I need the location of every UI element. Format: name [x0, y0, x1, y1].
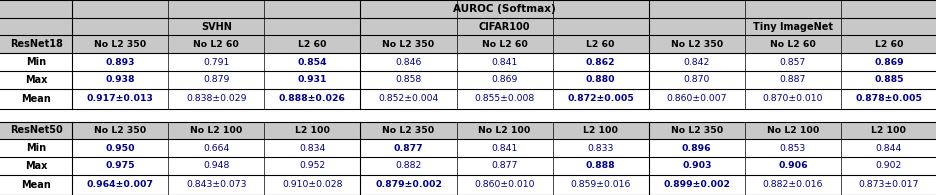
Text: Min: Min	[26, 57, 46, 67]
Text: Max: Max	[25, 75, 47, 85]
Text: 0.860±0.007: 0.860±0.007	[665, 94, 726, 103]
Text: 0.887: 0.887	[779, 75, 805, 84]
Bar	[0, 121, 936, 139]
Text: 0.879: 0.879	[203, 75, 229, 84]
Text: Mean: Mean	[22, 94, 51, 104]
Text: 0.893: 0.893	[106, 58, 135, 66]
Text: 0.917±0.013: 0.917±0.013	[87, 94, 154, 103]
Text: No L2 60: No L2 60	[481, 40, 527, 49]
Text: 0.841: 0.841	[490, 144, 518, 153]
Bar	[0, 0, 936, 18]
Text: 0.853: 0.853	[779, 144, 805, 153]
Text: No L2 350: No L2 350	[94, 126, 146, 135]
Text: 0.852±0.004: 0.852±0.004	[378, 94, 438, 103]
Text: 0.964±0.007: 0.964±0.007	[87, 180, 154, 189]
Text: No L2 100: No L2 100	[478, 126, 530, 135]
Bar	[0, 175, 936, 195]
Text: 0.873±0.017: 0.873±0.017	[857, 180, 918, 189]
Text: 0.906: 0.906	[777, 161, 807, 170]
Text: 0.844: 0.844	[875, 144, 901, 153]
Text: No L2 60: No L2 60	[193, 40, 239, 49]
Text: No L2 350: No L2 350	[382, 126, 434, 135]
Text: Max: Max	[25, 161, 47, 171]
Text: 0.882: 0.882	[395, 161, 421, 170]
Text: 0.791: 0.791	[203, 58, 229, 66]
Text: L2 100: L2 100	[582, 126, 618, 135]
Text: ResNet18: ResNet18	[9, 39, 63, 49]
Text: 0.664: 0.664	[203, 144, 229, 153]
Text: 0.833: 0.833	[587, 144, 613, 153]
Text: 0.862: 0.862	[585, 58, 615, 66]
Text: 0.870: 0.870	[683, 75, 709, 84]
Text: 0.870±0.010: 0.870±0.010	[762, 94, 822, 103]
Text: 0.899±0.002: 0.899±0.002	[663, 180, 729, 189]
Text: 0.903: 0.903	[681, 161, 710, 170]
Text: 0.869: 0.869	[490, 75, 518, 84]
Text: 0.872±0.005: 0.872±0.005	[566, 94, 634, 103]
Text: 0.860±0.010: 0.860±0.010	[474, 180, 534, 189]
Text: 0.859±0.016: 0.859±0.016	[570, 180, 630, 189]
Text: No L2 350: No L2 350	[670, 126, 722, 135]
Text: No L2 60: No L2 60	[769, 40, 815, 49]
Bar	[0, 89, 936, 109]
Text: Min: Min	[26, 143, 46, 153]
Text: 0.838±0.029: 0.838±0.029	[186, 94, 246, 103]
Text: 0.902: 0.902	[875, 161, 901, 170]
Text: No L2 350: No L2 350	[670, 40, 722, 49]
Text: 0.888±0.026: 0.888±0.026	[279, 94, 345, 103]
Text: Mean: Mean	[22, 180, 51, 190]
Text: 0.841: 0.841	[490, 58, 518, 66]
Text: 0.896: 0.896	[681, 144, 710, 153]
Text: 0.842: 0.842	[683, 58, 709, 66]
Text: 0.857: 0.857	[779, 58, 805, 66]
Text: 0.931: 0.931	[298, 75, 327, 84]
Text: 0.879±0.002: 0.879±0.002	[374, 180, 442, 189]
Text: 0.854: 0.854	[298, 58, 327, 66]
Text: L2 60: L2 60	[298, 40, 327, 49]
Text: No L2 350: No L2 350	[94, 40, 146, 49]
Text: L2 100: L2 100	[870, 126, 905, 135]
Text: Tiny ImageNet: Tiny ImageNet	[752, 22, 832, 32]
Text: 0.843±0.073: 0.843±0.073	[186, 180, 246, 189]
Text: AUROC (Softmax): AUROC (Softmax)	[453, 4, 555, 14]
Bar	[0, 53, 936, 71]
Text: 0.948: 0.948	[203, 161, 229, 170]
Text: SVHN: SVHN	[200, 22, 231, 32]
Text: 0.869: 0.869	[873, 58, 903, 66]
Text: No L2 100: No L2 100	[190, 126, 242, 135]
Bar	[0, 35, 936, 53]
Text: 0.858: 0.858	[395, 75, 421, 84]
Text: 0.910±0.028: 0.910±0.028	[282, 180, 343, 189]
Text: 0.877: 0.877	[393, 144, 423, 153]
Text: 0.975: 0.975	[105, 161, 135, 170]
Bar	[0, 18, 936, 35]
Text: CIFAR100: CIFAR100	[478, 22, 530, 32]
Bar	[0, 71, 936, 89]
Text: 0.938: 0.938	[106, 75, 135, 84]
Text: 0.888: 0.888	[585, 161, 615, 170]
Text: 0.877: 0.877	[490, 161, 518, 170]
Text: L2 60: L2 60	[874, 40, 902, 49]
Text: L2 60: L2 60	[586, 40, 614, 49]
Text: 0.952: 0.952	[299, 161, 325, 170]
Text: 0.950: 0.950	[105, 144, 135, 153]
Text: 0.846: 0.846	[395, 58, 421, 66]
Text: 0.880: 0.880	[585, 75, 615, 84]
Text: No L2 100: No L2 100	[766, 126, 818, 135]
Text: 0.834: 0.834	[299, 144, 325, 153]
Text: 0.882±0.016: 0.882±0.016	[762, 180, 822, 189]
Bar	[0, 157, 936, 175]
Bar	[0, 139, 936, 157]
Text: 0.885: 0.885	[873, 75, 903, 84]
Text: ResNet50: ResNet50	[9, 125, 63, 135]
Text: No L2 350: No L2 350	[382, 40, 434, 49]
Text: 0.855±0.008: 0.855±0.008	[474, 94, 534, 103]
Text: 0.878±0.005: 0.878±0.005	[855, 94, 921, 103]
Text: L2 100: L2 100	[295, 126, 329, 135]
